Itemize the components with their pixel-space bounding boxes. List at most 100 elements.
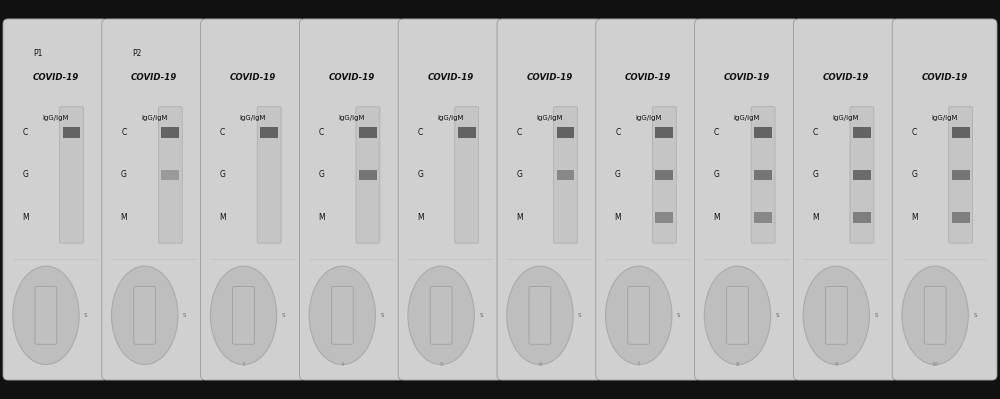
Bar <box>754 127 772 138</box>
Bar <box>458 127 476 138</box>
Text: G: G <box>813 170 818 180</box>
Text: G: G <box>714 170 720 180</box>
Text: S: S <box>479 313 483 318</box>
Text: C: C <box>22 128 28 137</box>
Ellipse shape <box>704 266 771 365</box>
Text: IgG/IgM: IgG/IgM <box>931 115 958 121</box>
Bar <box>359 170 377 180</box>
Text: COVID-19: COVID-19 <box>921 73 968 82</box>
FancyBboxPatch shape <box>695 19 799 380</box>
Bar <box>952 170 970 180</box>
Text: S: S <box>578 313 581 318</box>
Text: 6: 6 <box>538 362 542 367</box>
Text: M: M <box>121 213 127 222</box>
Text: G: G <box>121 170 127 180</box>
Ellipse shape <box>803 266 870 365</box>
Bar <box>557 127 574 138</box>
Bar <box>655 127 673 138</box>
FancyBboxPatch shape <box>892 19 997 380</box>
FancyBboxPatch shape <box>628 286 650 344</box>
Text: G: G <box>417 170 423 180</box>
Text: 5: 5 <box>439 362 443 367</box>
Text: M: M <box>911 213 918 222</box>
Text: IgG/IgM: IgG/IgM <box>437 115 464 121</box>
Text: C: C <box>813 128 818 137</box>
Ellipse shape <box>309 266 376 365</box>
Text: M: M <box>812 213 819 222</box>
Text: M: M <box>417 213 424 222</box>
Text: COVID-19: COVID-19 <box>526 73 573 82</box>
Text: S: S <box>677 313 680 318</box>
Text: IgG/IgM: IgG/IgM <box>635 115 661 121</box>
Ellipse shape <box>13 266 79 365</box>
Text: 8: 8 <box>736 362 739 367</box>
Text: COVID-19: COVID-19 <box>724 73 770 82</box>
Ellipse shape <box>507 266 573 365</box>
Text: C: C <box>418 128 423 137</box>
FancyBboxPatch shape <box>497 19 602 380</box>
Text: S: S <box>183 313 186 318</box>
FancyBboxPatch shape <box>356 107 380 243</box>
Bar <box>359 127 377 138</box>
FancyBboxPatch shape <box>398 19 503 380</box>
FancyBboxPatch shape <box>257 107 281 243</box>
Bar <box>754 170 772 180</box>
FancyBboxPatch shape <box>850 107 874 243</box>
Text: M: M <box>219 213 226 222</box>
Bar <box>853 127 871 138</box>
Bar <box>161 170 179 180</box>
Text: P2: P2 <box>132 49 142 57</box>
Ellipse shape <box>408 266 474 365</box>
Text: S: S <box>282 313 285 318</box>
Bar <box>853 170 871 180</box>
FancyBboxPatch shape <box>60 107 83 243</box>
Text: COVID-19: COVID-19 <box>823 73 869 82</box>
FancyBboxPatch shape <box>158 107 182 243</box>
Text: 10: 10 <box>932 362 939 367</box>
Ellipse shape <box>606 266 672 365</box>
Text: G: G <box>220 170 226 180</box>
FancyBboxPatch shape <box>793 19 898 380</box>
FancyBboxPatch shape <box>233 286 254 344</box>
Bar <box>161 127 179 138</box>
Text: IgG/IgM: IgG/IgM <box>833 115 859 121</box>
Text: M: M <box>615 213 621 222</box>
Text: S: S <box>380 313 384 318</box>
Text: 7: 7 <box>637 362 640 367</box>
Bar <box>754 212 772 223</box>
FancyBboxPatch shape <box>102 19 207 380</box>
FancyBboxPatch shape <box>529 286 551 344</box>
Text: COVID-19: COVID-19 <box>32 73 79 82</box>
Text: S: S <box>776 313 779 318</box>
Bar <box>655 212 673 223</box>
FancyBboxPatch shape <box>596 19 701 380</box>
Text: G: G <box>22 170 28 180</box>
FancyBboxPatch shape <box>201 19 305 380</box>
Text: COVID-19: COVID-19 <box>230 73 276 82</box>
Text: S: S <box>874 313 878 318</box>
Ellipse shape <box>210 266 277 365</box>
Text: 9: 9 <box>835 362 838 367</box>
Text: C: C <box>714 128 719 137</box>
FancyBboxPatch shape <box>331 286 353 344</box>
Text: C: C <box>220 128 225 137</box>
Text: COVID-19: COVID-19 <box>131 73 177 82</box>
Text: P1: P1 <box>34 49 43 57</box>
FancyBboxPatch shape <box>134 286 156 344</box>
Text: IgG/IgM: IgG/IgM <box>240 115 266 121</box>
Bar <box>655 170 673 180</box>
Ellipse shape <box>902 266 968 365</box>
FancyBboxPatch shape <box>727 286 748 344</box>
Text: S: S <box>973 313 977 318</box>
Bar <box>952 212 970 223</box>
Text: 3: 3 <box>242 362 245 367</box>
FancyBboxPatch shape <box>299 19 404 380</box>
Text: G: G <box>615 170 621 180</box>
Text: G: G <box>319 170 324 180</box>
Text: M: M <box>22 213 28 222</box>
Text: COVID-19: COVID-19 <box>427 73 474 82</box>
Bar <box>952 127 970 138</box>
FancyBboxPatch shape <box>924 286 946 344</box>
Text: C: C <box>319 128 324 137</box>
FancyBboxPatch shape <box>3 19 108 380</box>
